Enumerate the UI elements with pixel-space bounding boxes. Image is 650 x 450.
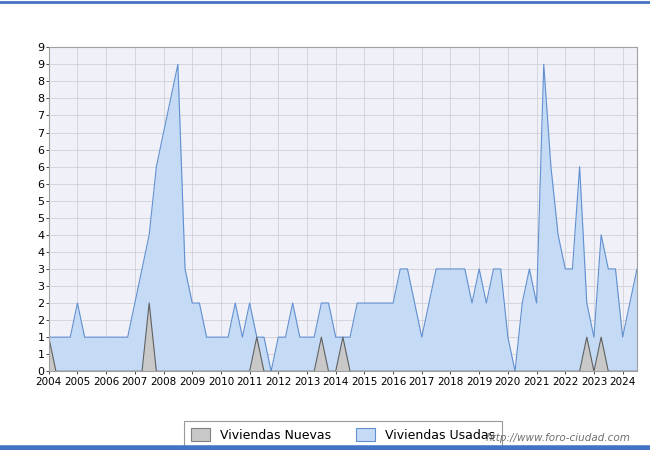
Text: http://www.foro-ciudad.com: http://www.foro-ciudad.com [486, 433, 630, 443]
Text: El Romeral - Evolucion del Nº de Transacciones Inmobiliarias: El Romeral - Evolucion del Nº de Transac… [103, 13, 547, 28]
Legend: Viviendas Nuevas, Viviendas Usadas: Viviendas Nuevas, Viviendas Usadas [183, 421, 502, 449]
